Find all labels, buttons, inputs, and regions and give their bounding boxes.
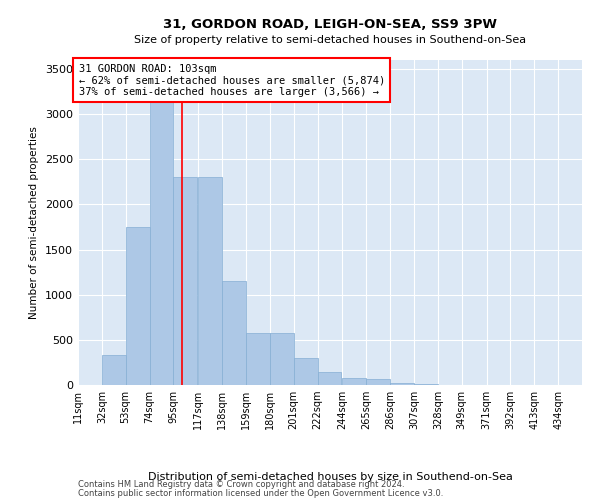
- Bar: [367, 379, 390, 385]
- Bar: [222, 281, 246, 385]
- Bar: [246, 332, 270, 385]
- Text: Contains public sector information licensed under the Open Government Licence v3: Contains public sector information licen…: [78, 488, 443, 498]
- Bar: [293, 358, 317, 385]
- Text: 31, GORDON ROAD, LEIGH-ON-SEA, SS9 3PW: 31, GORDON ROAD, LEIGH-ON-SEA, SS9 3PW: [163, 18, 497, 30]
- Text: 31 GORDON ROAD: 103sqm
← 62% of semi-detached houses are smaller (5,874)
37% of : 31 GORDON ROAD: 103sqm ← 62% of semi-det…: [79, 64, 385, 97]
- Bar: [390, 383, 414, 385]
- Bar: [149, 96, 173, 385]
- Bar: [414, 384, 438, 385]
- Bar: [343, 378, 367, 385]
- Bar: [102, 355, 125, 385]
- Bar: [199, 178, 222, 385]
- Bar: [173, 178, 197, 385]
- Y-axis label: Number of semi-detached properties: Number of semi-detached properties: [29, 126, 40, 319]
- Bar: [125, 227, 149, 385]
- Bar: [270, 333, 293, 385]
- Bar: [317, 372, 341, 385]
- Text: Distribution of semi-detached houses by size in Southend-on-Sea: Distribution of semi-detached houses by …: [148, 472, 512, 482]
- Text: Contains HM Land Registry data © Crown copyright and database right 2024.: Contains HM Land Registry data © Crown c…: [78, 480, 404, 489]
- Text: Size of property relative to semi-detached houses in Southend-on-Sea: Size of property relative to semi-detach…: [134, 35, 526, 45]
